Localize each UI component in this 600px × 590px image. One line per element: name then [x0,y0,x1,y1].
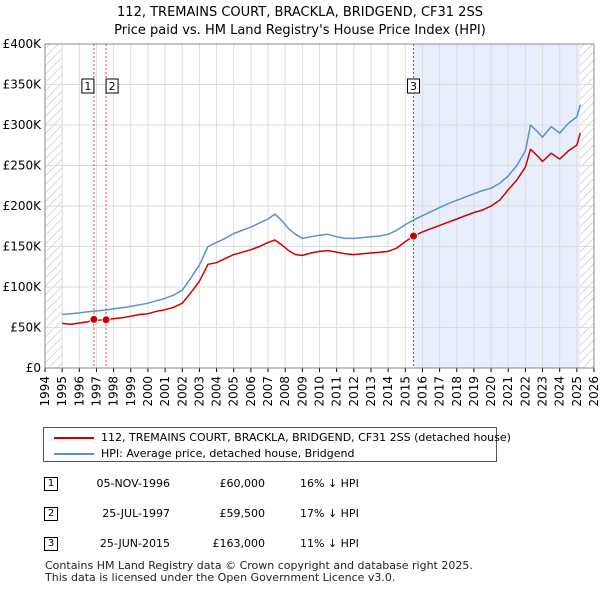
sale-hpi-diff: 11% ↓ HPI [300,537,359,550]
footer-attribution: Contains HM Land Registry data © Crown c… [45,560,473,584]
sale-marker [101,315,111,325]
sale-hpi-diff: 16% ↓ HPI [300,477,359,490]
legend-swatch-hpi [54,453,94,455]
x-tick-label: 2004 [210,376,224,407]
x-tick-label: 2020 [484,376,498,407]
sale-label-box [105,78,119,94]
sale-number-badge: 1 [44,477,58,491]
y-tick-label: £50K [10,321,42,335]
sale-price: £163,000 [212,537,266,550]
x-tick-label: 2015 [398,376,412,407]
chart-subtitle: Price paid vs. HM Land Registry's House … [114,23,486,38]
chart-title-block: 112, TREMAINS COURT, BRACKLA, BRIDGEND, … [0,4,600,40]
x-tick-label: 2018 [450,376,464,407]
sale-label-box [407,78,421,94]
x-tick-label: 2022 [518,376,532,407]
legend-label-price: 112, TREMAINS COURT, BRACKLA, BRIDGEND, … [101,431,511,444]
x-tick-label: 2001 [158,376,172,407]
legend: 112, TREMAINS COURT, BRACKLA, BRIDGEND, … [43,427,511,462]
sale-marker [409,231,419,241]
y-tick-label: £200K [3,199,43,213]
x-tick-label: 2012 [347,376,361,407]
y-tick-label: £300K [3,118,43,132]
y-tick-label: £100K [3,280,43,294]
y-tick-label: £150K [3,240,43,254]
x-tick-label: 2003 [192,376,206,407]
price-chart: £0 £50K £100K £150K £200K £250K £300K £350K £400… [3,37,600,407]
x-tick-label: 2010 [313,376,327,407]
x-tick-label: 1997 [89,376,103,407]
sale-row: 1 05-NOV-1996 £60,000 16% ↓ HPI [0,477,600,497]
x-tick-label: 2026 [587,376,600,407]
legend-swatch-price [54,437,94,439]
x-tick-label: 2008 [278,376,292,407]
x-tick-label: 1999 [124,376,138,407]
y-tick-label: £250K [3,159,43,173]
x-tick-label: 2005 [227,376,241,407]
x-tick-label: 2014 [381,376,395,407]
sale-label-text: 2 [109,80,116,93]
price-paid-line [62,132,582,326]
sale-row: 2 25-JUL-1997 £59,500 17% ↓ HPI [0,507,600,527]
sale-hpi-diff: 17% ↓ HPI [300,507,359,520]
sale-price: £59,500 [219,507,266,520]
x-tick-label: 2006 [244,376,258,407]
sale-label-text: 3 [410,80,417,93]
sale-date: 05-NOV-1996 [96,477,170,490]
x-tick-label: 2025 [570,376,584,407]
sale-number-badge: 3 [44,537,58,551]
x-tick-label: 2017 [433,376,447,407]
sale-label-text: 1 [84,80,91,93]
sale-marker [89,314,99,324]
x-tick-label: 2000 [141,376,155,407]
x-tick-label: 1995 [55,376,69,407]
footer-line: Contains HM Land Registry data © Crown c… [45,559,473,572]
sale-price: £60,000 [219,477,266,490]
sale-number-badge: 2 [44,507,58,521]
legend-label-hpi: HPI: Average price, detached house, Brid… [101,447,355,460]
x-tick-label: 2021 [501,376,515,407]
sale-row: 3 25-JUN-2015 £163,000 11% ↓ HPI [0,537,600,557]
x-tick-label: 1998 [107,376,121,407]
x-tick-label: 2024 [553,376,567,407]
plot-border [44,43,595,369]
sale-label-box [81,78,95,94]
x-tick-label: 2016 [415,376,429,407]
x-tick-label: 2002 [175,376,189,407]
x-tick-label: 2023 [536,376,550,407]
x-tick-label: 2007 [261,376,275,407]
y-tick-label: £350K [3,78,43,92]
y-tick-label: £400K [3,37,43,51]
x-tick-label: 1994 [38,376,52,407]
chart-title: 112, TREMAINS COURT, BRACKLA, BRIDGEND, … [117,5,483,20]
x-tick-label: 2009 [295,376,309,407]
footer-line: This data is licensed under the Open Gov… [45,571,396,584]
x-tick-label: 1996 [72,376,86,407]
sale-date: 25-JUN-2015 [99,537,170,550]
x-tick-label: 2011 [330,376,344,407]
x-tick-label: 2013 [364,376,378,407]
x-tick-label: 2019 [467,376,481,407]
y-tick-label: £0 [26,361,41,375]
sale-date: 25-JUL-1997 [102,507,170,520]
hpi-line [62,104,582,316]
